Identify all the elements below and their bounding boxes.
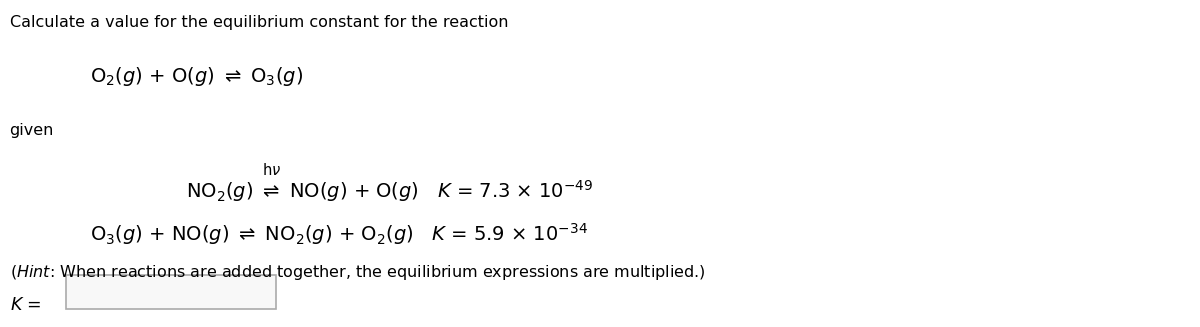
Text: $K$ =: $K$ = — [10, 296, 41, 314]
Text: ($\it{Hint}$: When reactions are added together, the equilibrium expressions are: ($\it{Hint}$: When reactions are added t… — [10, 263, 706, 282]
Text: given: given — [10, 123, 54, 138]
Text: O$_2$($g$) + O($g$) $\rightleftharpoons$ O$_3$($g$): O$_2$($g$) + O($g$) $\rightleftharpoons$… — [90, 65, 304, 88]
Text: h$\nu$: h$\nu$ — [262, 162, 281, 178]
Text: NO$_2$($g$) $\rightleftharpoons$ NO($g$) + O($g$)   $K$ = 7.3 × 10$^{-49}$: NO$_2$($g$) $\rightleftharpoons$ NO($g$)… — [186, 178, 593, 204]
Text: Calculate a value for the equilibrium constant for the reaction: Calculate a value for the equilibrium co… — [10, 15, 508, 30]
Text: O$_3$($g$) + NO($g$) $\rightleftharpoons$ NO$_2$($g$) + O$_2$($g$)   $K$ = 5.9 ×: O$_3$($g$) + NO($g$) $\rightleftharpoons… — [90, 221, 588, 247]
